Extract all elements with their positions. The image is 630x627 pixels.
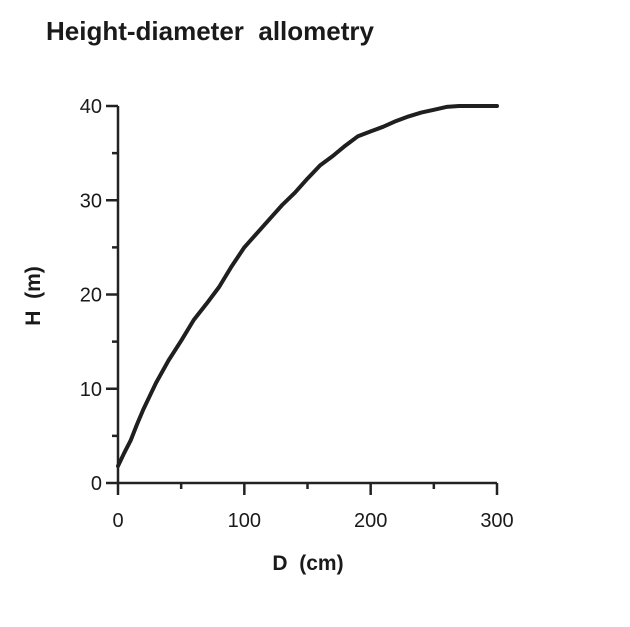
- y-axis: 0 10 20 30 40: [80, 96, 120, 495]
- x-tick-label: 200: [354, 510, 387, 532]
- x-tick-label: 300: [480, 510, 513, 532]
- x-axis: 0 100 200 300: [112, 481, 514, 532]
- x-tick-label: 0: [112, 510, 123, 532]
- y-tick-label: 40: [80, 96, 102, 118]
- y-tick-label: 10: [80, 379, 102, 401]
- y-tick-label: 30: [80, 190, 102, 212]
- x-tick-label: 100: [228, 510, 261, 532]
- series-line: [116, 104, 499, 468]
- y-axis-title: H (m): [22, 266, 45, 326]
- y-tick-label: 0: [91, 473, 102, 495]
- y-tick-label: 20: [80, 285, 102, 307]
- x-axis-title: D (cm): [272, 552, 343, 575]
- chart-title: Height-diameter allometry: [46, 16, 375, 46]
- plot-area: [116, 104, 499, 468]
